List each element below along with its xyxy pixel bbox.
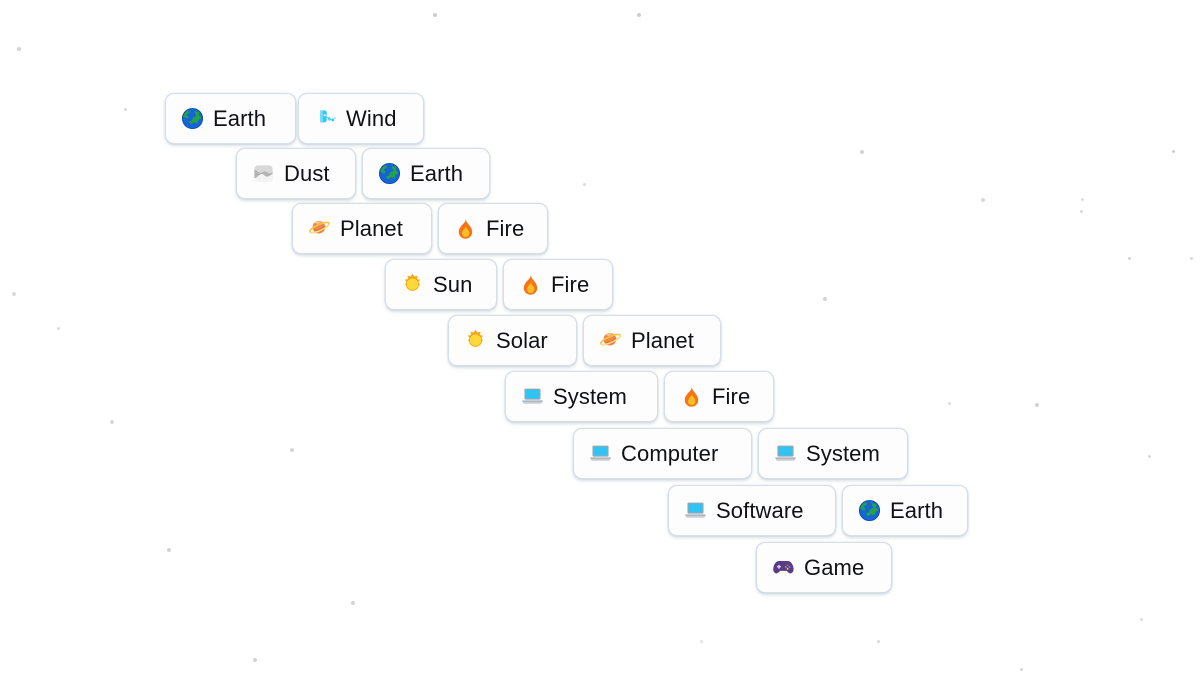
fire-flame-icon xyxy=(679,385,703,409)
craft-card[interactable]: Planet xyxy=(583,315,721,366)
craft-card-label: Fire xyxy=(551,271,590,297)
craft-card[interactable]: Game xyxy=(756,542,892,593)
earth-globe-icon xyxy=(857,499,881,523)
craft-card[interactable]: Earth xyxy=(362,148,490,199)
craft-card[interactable]: Sun xyxy=(385,259,497,310)
craft-card-label: Earth xyxy=(410,160,464,186)
craft-card-label: System xyxy=(553,383,627,409)
sun-icon xyxy=(400,273,424,297)
craft-card[interactable]: Wind xyxy=(298,93,424,144)
ringed-planet-icon xyxy=(598,329,622,353)
laptop-icon xyxy=(683,499,707,523)
craft-card-label: Fire xyxy=(486,215,525,241)
craft-card[interactable]: System xyxy=(505,371,658,422)
craft-card-label: Sun xyxy=(433,271,473,297)
craft-card[interactable]: Earth xyxy=(842,485,968,536)
dust-cloud-icon xyxy=(251,162,275,186)
wind-face-icon xyxy=(313,107,337,131)
craft-card-label: Computer xyxy=(621,440,719,466)
earth-globe-icon xyxy=(180,107,204,131)
craft-card[interactable]: Software xyxy=(668,485,836,536)
craft-card-label: Wind xyxy=(346,105,397,131)
craft-card[interactable]: System xyxy=(758,428,908,479)
craft-card[interactable]: Fire xyxy=(664,371,774,422)
craft-card[interactable]: Fire xyxy=(438,203,548,254)
craft-card-label: Fire xyxy=(712,383,751,409)
sun-icon xyxy=(463,329,487,353)
craft-card[interactable]: Fire xyxy=(503,259,613,310)
earth-globe-icon xyxy=(377,162,401,186)
craft-card-label: Software xyxy=(716,497,804,523)
video-game-controller-icon xyxy=(771,556,795,580)
craft-card-label: Earth xyxy=(890,497,944,523)
craft-card[interactable]: Computer xyxy=(573,428,752,479)
laptop-icon xyxy=(588,442,612,466)
craft-card-label: System xyxy=(806,440,880,466)
craft-card-label: Planet xyxy=(631,327,694,353)
craft-card[interactable]: Earth xyxy=(165,93,296,144)
craft-card[interactable]: Solar xyxy=(448,315,577,366)
craft-card[interactable]: Dust xyxy=(236,148,356,199)
craft-card-label: Dust xyxy=(284,160,330,186)
laptop-icon xyxy=(773,442,797,466)
craft-card-label: Game xyxy=(804,554,865,580)
fire-flame-icon xyxy=(518,273,542,297)
laptop-icon xyxy=(520,385,544,409)
fire-flame-icon xyxy=(453,217,477,241)
craft-card-label: Planet xyxy=(340,215,403,241)
craft-card[interactable]: Planet xyxy=(292,203,432,254)
ringed-planet-icon xyxy=(307,217,331,241)
craft-card-label: Earth xyxy=(213,105,267,131)
craft-card-label: Solar xyxy=(496,327,548,353)
